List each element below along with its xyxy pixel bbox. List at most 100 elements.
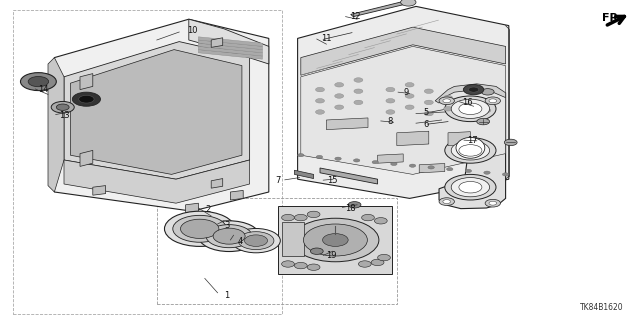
Circle shape [335,83,344,87]
Circle shape [459,181,482,193]
Circle shape [198,221,260,252]
Ellipse shape [456,138,485,158]
Circle shape [390,162,397,165]
Text: 13: 13 [59,111,69,120]
Circle shape [353,159,360,162]
Circle shape [439,198,454,205]
Circle shape [372,161,378,164]
Polygon shape [64,42,250,179]
Circle shape [424,89,433,93]
Text: 3: 3 [225,221,230,230]
Polygon shape [419,164,445,173]
Polygon shape [80,74,93,90]
Circle shape [292,218,379,262]
Circle shape [424,100,433,105]
Circle shape [348,202,361,208]
Circle shape [386,99,395,103]
Circle shape [444,107,452,111]
Circle shape [316,110,324,114]
Circle shape [303,224,367,256]
Circle shape [482,108,491,113]
Circle shape [79,95,94,103]
Polygon shape [211,179,223,188]
Circle shape [282,261,294,267]
Polygon shape [351,1,410,17]
Polygon shape [301,27,506,75]
Circle shape [294,214,307,221]
Text: 2: 2 [205,205,211,214]
Circle shape [477,118,490,125]
Polygon shape [198,50,262,59]
Circle shape [484,171,490,174]
Circle shape [28,76,49,87]
Polygon shape [320,168,378,184]
Circle shape [468,87,479,92]
Circle shape [481,89,494,95]
Text: 14: 14 [38,85,49,94]
Circle shape [316,99,324,103]
Polygon shape [93,186,106,195]
Circle shape [445,96,496,122]
Polygon shape [301,46,506,174]
Polygon shape [230,190,243,200]
Circle shape [335,157,341,160]
Polygon shape [435,84,506,103]
Text: 16: 16 [462,98,472,107]
Polygon shape [198,37,262,46]
Polygon shape [198,43,262,53]
Circle shape [445,138,496,163]
Text: 5: 5 [423,108,428,116]
Circle shape [386,87,395,92]
Circle shape [485,199,500,207]
Text: 15: 15 [328,176,338,185]
Polygon shape [48,58,64,192]
Polygon shape [397,131,429,146]
Circle shape [354,89,363,93]
Circle shape [310,248,323,254]
Circle shape [282,214,294,221]
Polygon shape [298,6,509,198]
Circle shape [335,94,344,98]
Circle shape [451,178,490,197]
Polygon shape [326,118,368,130]
Polygon shape [211,38,223,47]
Circle shape [439,97,454,105]
Circle shape [485,97,500,105]
Polygon shape [186,203,198,213]
Circle shape [180,219,219,238]
Text: 17: 17 [467,136,477,145]
Circle shape [307,211,320,218]
Polygon shape [80,150,93,166]
Polygon shape [70,50,242,174]
Circle shape [463,113,472,117]
Circle shape [354,100,363,105]
Circle shape [444,95,452,100]
Text: TK84B1620: TK84B1620 [580,303,624,312]
Circle shape [443,200,451,204]
Circle shape [405,83,414,87]
Text: 9: 9 [404,88,409,97]
Circle shape [362,214,374,221]
Circle shape [405,105,414,109]
Polygon shape [54,19,269,211]
Circle shape [371,259,384,266]
Circle shape [424,111,433,116]
Circle shape [465,169,472,172]
Circle shape [374,218,387,224]
Text: 10: 10 [187,26,197,35]
Circle shape [307,264,320,270]
Circle shape [378,254,390,261]
Text: FR.: FR. [602,12,622,23]
Circle shape [410,164,416,167]
Polygon shape [198,46,262,56]
Circle shape [238,232,274,250]
Circle shape [213,228,245,244]
Circle shape [502,173,509,176]
Text: 19: 19 [326,252,337,260]
Circle shape [443,99,451,103]
Circle shape [72,92,100,106]
Circle shape [354,78,363,82]
Circle shape [405,94,414,98]
Circle shape [232,228,280,253]
Text: 4: 4 [237,237,243,246]
